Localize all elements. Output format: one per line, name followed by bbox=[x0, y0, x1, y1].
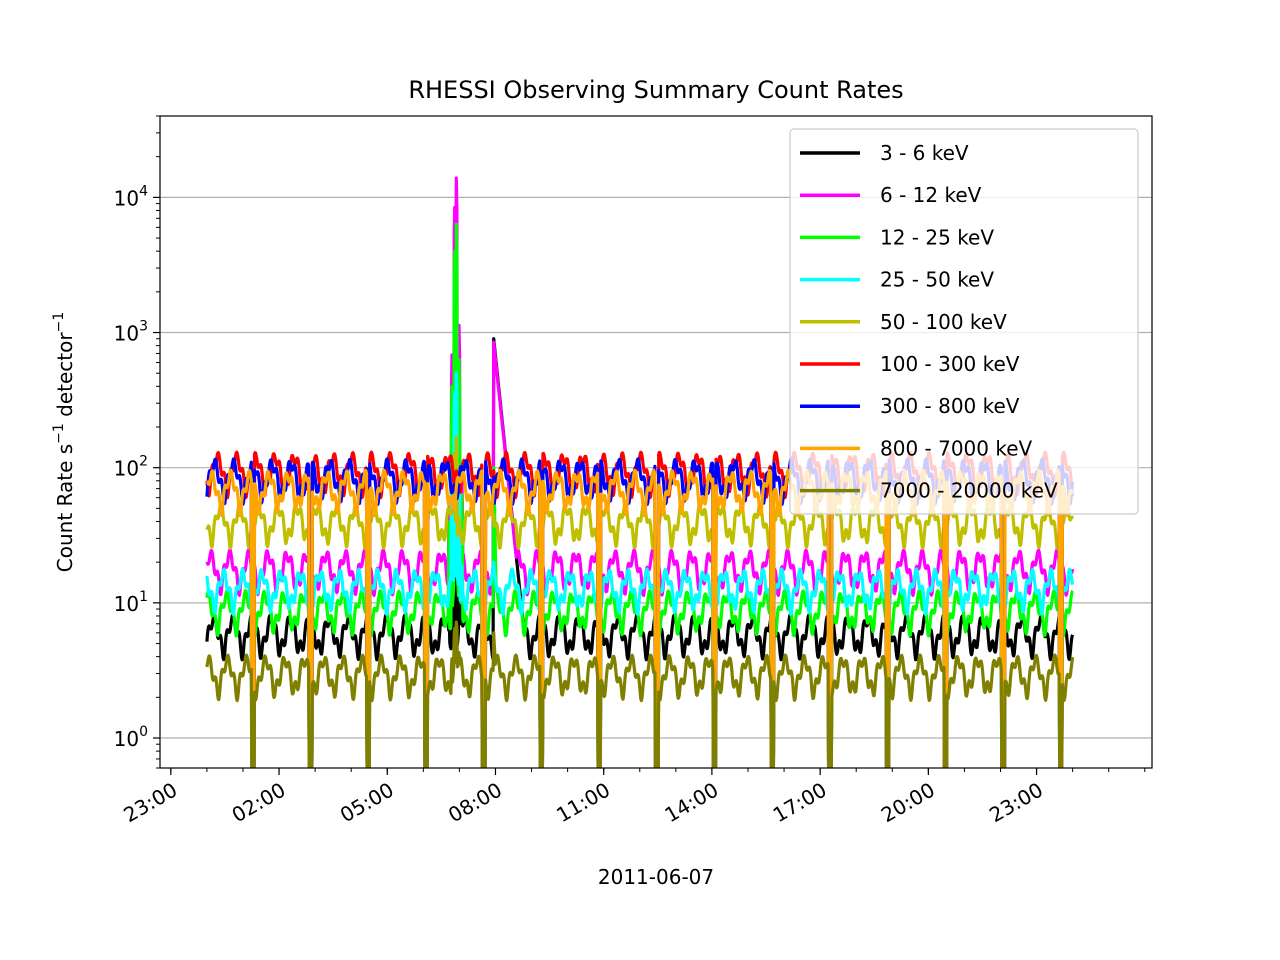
legend: 3 - 6 keV 6 - 12 keV 12 - 25 keV 25 - 50 ke… bbox=[789, 128, 1139, 515]
y-axis-label-sup2: −1 bbox=[51, 312, 67, 333]
legend-label-8: 7000 - 20000 keV bbox=[880, 479, 1058, 503]
y-tick-label-0: 100 bbox=[114, 724, 148, 751]
chart-title: RHESSI Observing Summary Count Rates bbox=[408, 76, 903, 104]
legend-label-2: 12 - 25 keV bbox=[880, 225, 994, 249]
legend-label-3: 25 - 50 keV bbox=[880, 268, 994, 292]
legend-label-7: 800 - 7000 keV bbox=[880, 436, 1033, 460]
legend-label-4: 50 - 100 keV bbox=[880, 310, 1007, 334]
legend-label-6: 300 - 800 keV bbox=[880, 394, 1020, 418]
x-axis-label: 2011-06-07 bbox=[598, 865, 714, 889]
series-line-8 bbox=[205, 620, 1075, 768]
legend-box bbox=[789, 128, 1139, 515]
y-tick-label-1: 101 bbox=[114, 589, 148, 616]
y-tick-label-4: 104 bbox=[114, 183, 148, 210]
series-line-4 bbox=[205, 435, 1075, 768]
legend-label-0: 3 - 6 keV bbox=[880, 141, 969, 165]
y-tick-label-3: 103 bbox=[114, 319, 148, 346]
y-axis-label-mid: detector bbox=[53, 332, 77, 424]
y-tick-label-2: 102 bbox=[114, 454, 148, 481]
series-line-1 bbox=[205, 176, 1075, 768]
y-axis-label-main: Count Rate s bbox=[53, 444, 77, 572]
y-axis: 100 101 102 103 104 bbox=[114, 115, 160, 769]
series-line-3 bbox=[205, 371, 1075, 768]
y-axis-label-sup1: −1 bbox=[51, 423, 67, 444]
series-line-2 bbox=[205, 222, 1074, 768]
legend-label-1: 6 - 12 keV bbox=[880, 183, 982, 207]
legend-label-5: 100 - 300 keV bbox=[880, 352, 1020, 376]
y-axis-label: Count Rate s−1 detector−1 bbox=[51, 312, 77, 572]
plot-frame bbox=[159, 115, 1153, 769]
